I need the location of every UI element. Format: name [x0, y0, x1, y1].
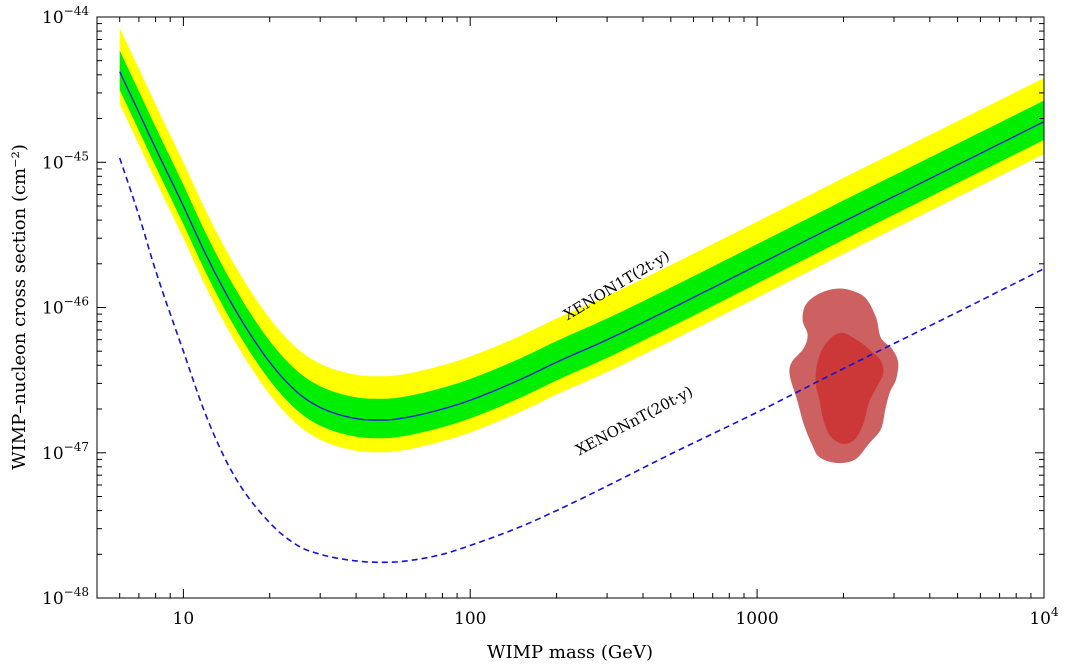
- curve-label-xenonnt: XENONnT(20t·y): [573, 382, 696, 459]
- y-tick-label: 10−48: [42, 585, 89, 609]
- x-tick-label: 100: [454, 609, 486, 629]
- series-line-xenon1t: [119, 71, 1044, 421]
- y-tick-label: 10−46: [42, 295, 89, 319]
- axis-ticks: [96, 16, 1045, 599]
- confidence-bands: [119, 28, 1044, 453]
- limit-curves: [118, 71, 1044, 564]
- tick-labels: 10 100 1000 104 10−48 10−47 10−46 10−45 10−44: [42, 4, 1059, 629]
- y-axis-title: WIMP–nucleon cross section (cm⁻²): [9, 144, 30, 470]
- x-axis-title: WIMP mass (GeV): [487, 642, 653, 663]
- x-tick-label: 104: [1029, 605, 1059, 629]
- x-tick-label: 10: [173, 609, 195, 629]
- band-1sigma: [119, 50, 1044, 439]
- y-tick-label: 10−45: [42, 149, 89, 173]
- y-tick-label: 10−47: [42, 440, 89, 464]
- band-2sigma: [119, 28, 1044, 453]
- signal-regions: [789, 288, 899, 464]
- region-inner: [815, 332, 884, 444]
- y-tick-label: 10−44: [42, 4, 89, 28]
- series-line-xenonnt: [118, 157, 1044, 564]
- x-tick-label: 1000: [735, 609, 778, 629]
